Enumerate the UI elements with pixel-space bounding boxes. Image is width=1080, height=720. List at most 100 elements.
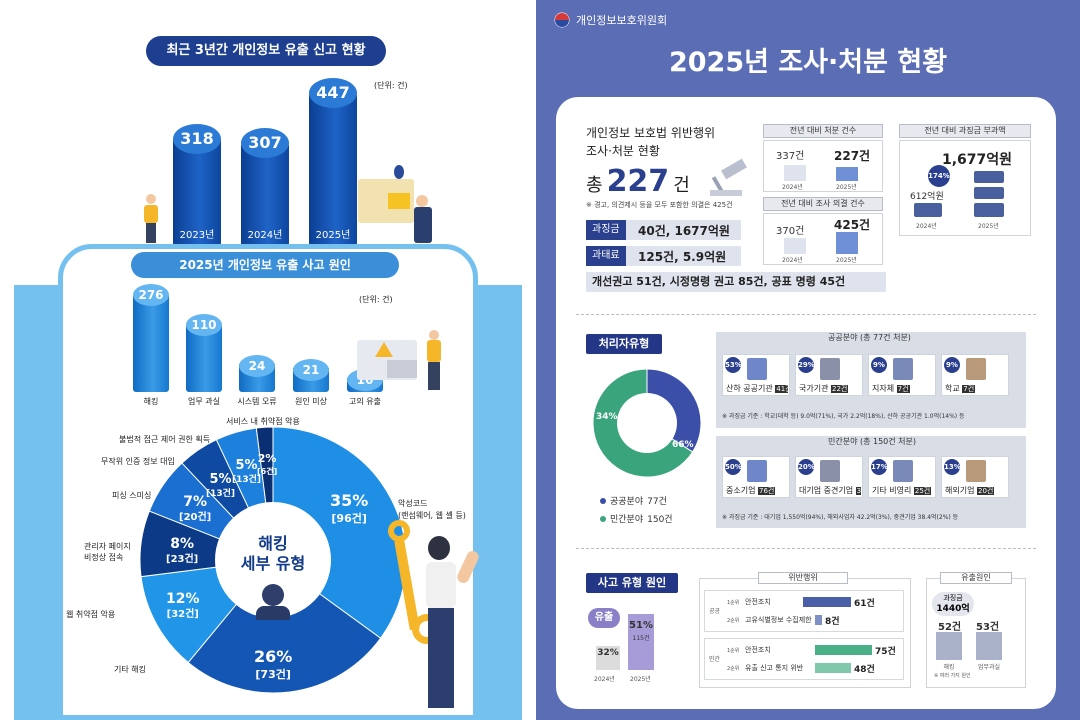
public-card: 29% 국가기관 22건 xyxy=(795,354,863,396)
card-label: 기타 비영리 xyxy=(872,486,912,495)
unit-label: (단위: 건) xyxy=(374,81,408,90)
legend-dot-private xyxy=(600,515,606,522)
legend-dot-public xyxy=(600,497,606,504)
donut-label-other: 26% [73건] xyxy=(254,648,292,684)
card-pct: 20% xyxy=(798,459,815,475)
cause-label-intentional: 고의 유출 xyxy=(349,397,381,406)
donut-center-label: 해킹 세부 유형 xyxy=(228,534,318,574)
donut-callout-admin: 관리자 페이지 비정상 접속 xyxy=(84,541,131,563)
donut-callout-service: 서비스 내 취약점 악용 xyxy=(226,417,300,426)
key-woman-illustration xyxy=(388,520,488,715)
cmp-count-y1: 2024년 xyxy=(782,184,803,191)
callout-label: 악성코드 xyxy=(398,499,428,508)
leak-y2: 2025년 xyxy=(630,676,651,683)
card-label: 국가기관 xyxy=(799,384,829,393)
leak-cause-fine-label: 과징금 xyxy=(943,594,963,602)
card-count: 22건 xyxy=(831,385,849,393)
hacking-donut-chart xyxy=(139,426,407,694)
bar-2025: 2025년 xyxy=(309,95,357,246)
money-stack-2024-icon xyxy=(914,203,942,217)
private-card: 20% 대기업 중견기업 30건 xyxy=(795,456,863,498)
private-card: 13% 해외기업 20건 xyxy=(941,456,1009,498)
agency-name: 개인정보보호위원회 xyxy=(576,14,668,27)
donut-center-line2: 세부 유형 xyxy=(240,554,306,573)
card-label-row: 학교 7건 xyxy=(945,383,1007,394)
cmp-count-title: 전년 대비 처분 건수 xyxy=(763,124,883,138)
violation-label: 안전조치 xyxy=(745,646,771,654)
pct: 26% xyxy=(254,647,293,666)
donut-hole xyxy=(617,393,677,453)
cmp-fine-y1: 2024년 xyxy=(916,223,937,230)
total-prefix: 총 xyxy=(586,175,603,196)
cmp-resolve-y1: 2024년 xyxy=(782,257,803,264)
cmp-resolve-title: 전년 대비 조사 의결 건수 xyxy=(763,197,883,211)
cmp-count-v2025: 227건 xyxy=(834,149,871,163)
money-stack-icon xyxy=(974,187,1004,199)
rank: 1순위 xyxy=(727,648,740,654)
taegeuk-icon xyxy=(554,12,570,28)
count: [23건] xyxy=(166,554,199,565)
donut-label-phishing: 7% [20건] xyxy=(179,494,211,526)
donut-label-access: 5% [13건] xyxy=(232,458,261,488)
pct: 12% xyxy=(166,591,200,607)
leak-v2024: 32% xyxy=(597,648,619,658)
cmp-count-bar-2024 xyxy=(784,165,806,181)
year-label: 2024년 xyxy=(247,230,283,241)
rank: 2순위 xyxy=(727,618,740,624)
cmp-fine-y2: 2025년 xyxy=(978,223,999,230)
leak-infographic: 최근 3년간 개인정보 유출 신고 현황 (단위: 건) 2023년 318 2… xyxy=(0,0,536,720)
divider xyxy=(576,548,1036,549)
penalty-value: 125건, 5.9억원 xyxy=(638,250,727,264)
private-note: ※ 과징금 기준 : 대기업 1,550억(94%), 해외사업자 42.2억(… xyxy=(722,514,959,521)
card-pct: 13% xyxy=(944,459,961,475)
card-label: 지자체 xyxy=(872,384,895,393)
card-count: 41건 xyxy=(775,385,788,393)
group-side: 민간 xyxy=(709,656,721,663)
donut-callout-web: 웹 취약점 악용 xyxy=(66,610,116,619)
leak-cause-error-n: 53건 xyxy=(976,622,1000,633)
building-icon xyxy=(747,358,767,380)
card-count: 7건 xyxy=(896,385,910,393)
leak-cause-hack-n: 52건 xyxy=(938,622,962,633)
card-pct: 9% xyxy=(944,357,960,373)
card-label: 해외기업 xyxy=(945,486,975,495)
cmp-fine-v2024: 612억원 xyxy=(910,192,944,202)
violation-count: 48건 xyxy=(854,665,875,675)
donut-hole xyxy=(215,502,331,618)
legend-label: 공공분야 xyxy=(610,497,644,507)
leak-bar-2024 xyxy=(596,646,620,670)
pct: 5% xyxy=(209,472,232,487)
violation-bar xyxy=(803,597,851,607)
legend-label: 민간분야 xyxy=(610,515,644,525)
leak-y1: 2024년 xyxy=(594,676,615,683)
donut-pct-public: 34% xyxy=(596,412,618,422)
card-count: 76건 xyxy=(758,487,776,495)
cause-bar-hacking xyxy=(133,296,169,392)
violation-label: 고유식별정보 수집제한 xyxy=(745,616,812,624)
cmp-count-v2024: 337건 xyxy=(776,151,805,162)
year-label: 2025년 xyxy=(315,230,351,241)
callout-sub: 비정상 접속 xyxy=(84,553,124,562)
cause-label-system: 시스템 오류 xyxy=(237,397,277,406)
card-pct: 9% xyxy=(871,357,887,373)
total-count: 총 227 건 xyxy=(586,164,690,199)
security-illustration xyxy=(358,165,448,245)
violation-bar xyxy=(815,645,872,655)
value-2024: 307 xyxy=(241,128,289,158)
donut-center-line1: 해킹 xyxy=(258,534,288,553)
public-card: 53% 산하 공공기관 41건 xyxy=(722,354,790,396)
legend-private: 민간분야 150건 xyxy=(600,512,673,525)
leak-bar-2025 xyxy=(628,614,654,670)
building-icon xyxy=(893,358,913,380)
violation-count: 75건 xyxy=(875,647,896,657)
callout-sub: (랜섬웨어, 웹 셸 등) xyxy=(398,511,466,520)
building-icon xyxy=(966,460,986,482)
violation-group: 공공 1순위 안전조치 61건 2순위 고유식별정보 수집제한 8건 xyxy=(704,590,904,632)
leak-cause-fine: 과징금 1440억 xyxy=(932,592,974,616)
leak-v2025-count: 115건 xyxy=(632,635,650,642)
card-label: 대기업 중견기업 xyxy=(799,486,854,495)
donut-label-bruteforce: 5% [13건] xyxy=(206,472,235,502)
cmp-resolve-y2: 2025년 xyxy=(836,257,857,264)
private-card: 17% 기타 비영리 25건 xyxy=(868,456,936,498)
computer-illustration xyxy=(357,330,452,392)
